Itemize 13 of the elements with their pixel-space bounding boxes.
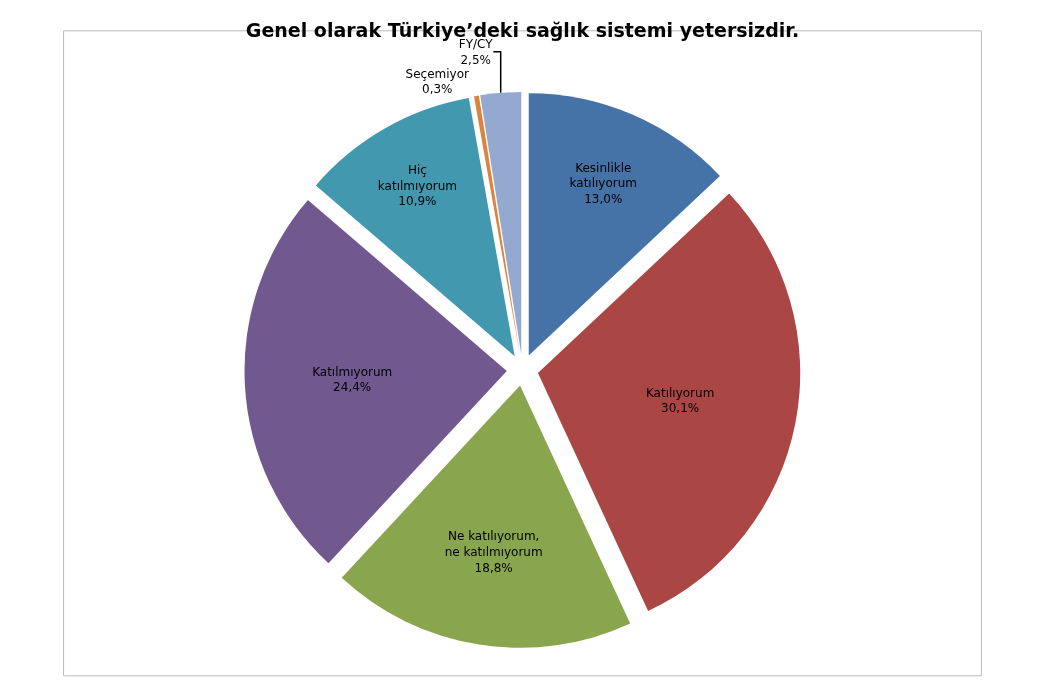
slice-label: Seçemiyor: [405, 66, 470, 81]
data-label: 30,1%: [661, 401, 700, 416]
slice-label: Ne katılıyorum, ne katılmıyorum: [444, 529, 543, 559]
data-label: 0,3%: [422, 82, 453, 97]
data-label: 24,4%: [333, 380, 372, 395]
data-label: 18,8%: [474, 560, 513, 575]
slice-label: Katılmıyorum: [312, 364, 393, 379]
data-label: 10,9%: [398, 194, 437, 209]
slice-label: Hiç katılmıyorum: [377, 163, 458, 193]
data-label: 13,0%: [584, 191, 623, 206]
slice-label: Katılıyorum: [645, 385, 715, 400]
slice-label: Kesinlikle katılıyorum: [569, 160, 638, 191]
data-label: 2,5%: [460, 52, 491, 67]
